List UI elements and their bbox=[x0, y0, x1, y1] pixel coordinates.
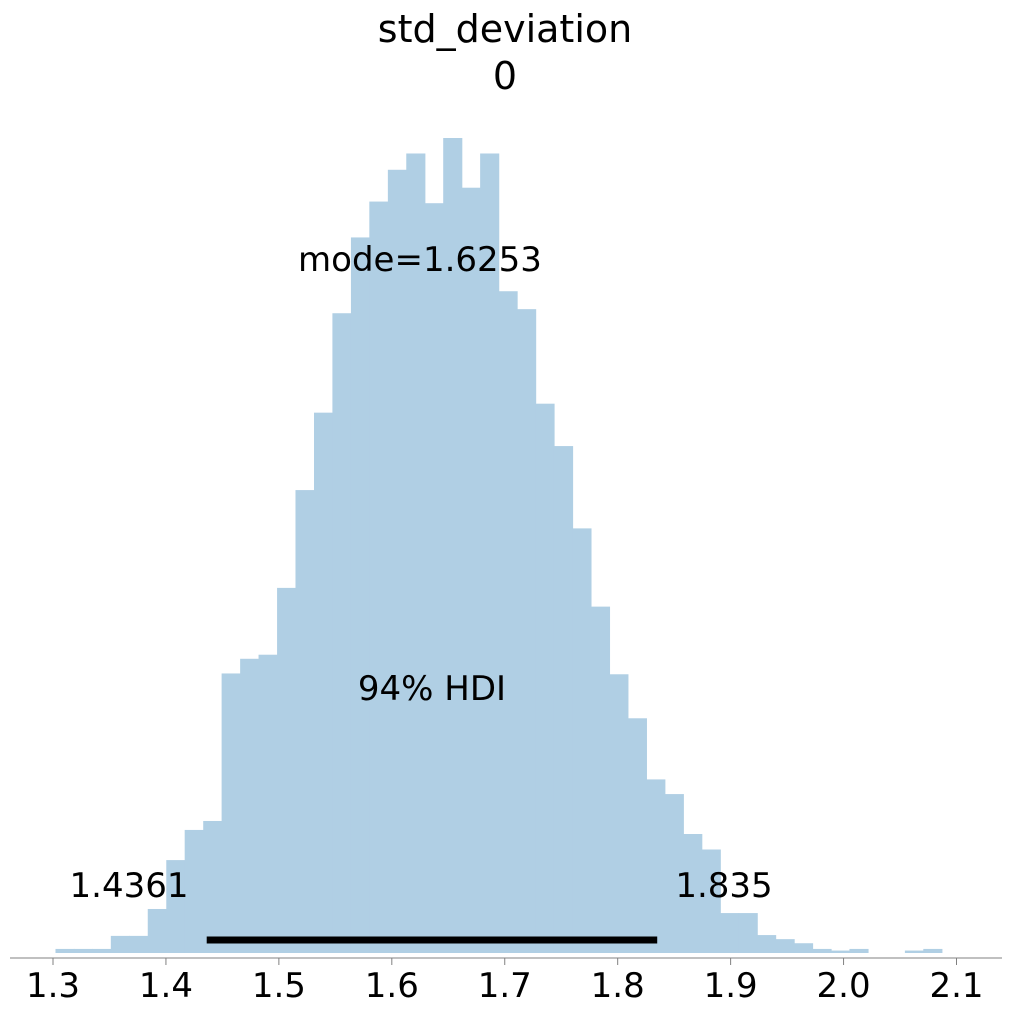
histogram-bar bbox=[240, 658, 260, 953]
histogram-bar bbox=[720, 913, 740, 953]
histogram-bar bbox=[184, 829, 204, 953]
histogram-bar bbox=[277, 587, 297, 953]
mode-label: mode=1.6253 bbox=[298, 240, 542, 280]
histogram-bar bbox=[664, 794, 684, 953]
x-tick-label: 1.7 bbox=[478, 966, 532, 1006]
x-tick-label: 2.1 bbox=[929, 966, 983, 1006]
histogram-bar bbox=[313, 412, 334, 953]
chart-subtitle: 0 bbox=[493, 54, 517, 98]
x-tick-label: 1.8 bbox=[591, 966, 645, 1006]
histogram-bar bbox=[147, 908, 167, 953]
histogram-bar bbox=[203, 820, 223, 953]
x-axis-ticks: 1.3 1.4 1.5 1.6 1.7 1.8 1.9 2.0 2.1 bbox=[26, 958, 984, 1006]
histogram-bar bbox=[129, 935, 149, 953]
histogram-bar bbox=[369, 201, 389, 953]
histogram-bar bbox=[775, 939, 795, 953]
histogram-bar bbox=[443, 138, 463, 953]
histogram-bar bbox=[480, 153, 500, 954]
histogram-bar bbox=[332, 313, 352, 954]
histogram-bar bbox=[609, 674, 629, 953]
histogram-bar bbox=[627, 718, 647, 953]
x-tick-label: 1.9 bbox=[704, 966, 758, 1006]
x-tick-label: 1.6 bbox=[365, 966, 419, 1006]
histogram-bar bbox=[738, 913, 758, 953]
histogram-bar bbox=[258, 654, 278, 953]
histogram-bar bbox=[590, 606, 611, 953]
histogram-bar bbox=[812, 948, 832, 953]
hdi-low-label: 1.4361 bbox=[70, 866, 189, 906]
histogram-bar bbox=[110, 935, 130, 953]
histogram-bar bbox=[166, 860, 186, 953]
histogram-bar bbox=[701, 849, 721, 953]
x-tick-label: 2.0 bbox=[817, 966, 871, 1006]
histogram-bar bbox=[424, 203, 444, 953]
histogram-bar bbox=[221, 673, 241, 953]
hdi-label: 94% HDI bbox=[358, 669, 506, 709]
histogram-bar bbox=[461, 187, 481, 954]
histogram-bar bbox=[757, 935, 777, 953]
histogram-bar bbox=[904, 950, 924, 953]
histogram-bar bbox=[553, 446, 574, 953]
histogram-bar bbox=[683, 834, 703, 953]
histogram-bar bbox=[406, 153, 426, 954]
histogram-bar bbox=[498, 291, 518, 954]
chart-title: std_deviation bbox=[378, 7, 632, 51]
histogram-bar bbox=[55, 948, 75, 953]
histogram-bar bbox=[923, 948, 943, 953]
histogram-bar bbox=[849, 948, 869, 953]
x-tick-label: 1.4 bbox=[139, 966, 193, 1006]
histogram-bar bbox=[517, 309, 537, 953]
histogram-bar bbox=[572, 528, 592, 953]
histogram-bar bbox=[387, 169, 407, 953]
histogram-bar bbox=[794, 943, 814, 953]
x-tick-label: 1.5 bbox=[252, 966, 306, 1006]
histogram-bars bbox=[55, 138, 943, 954]
histogram-bar bbox=[92, 948, 112, 953]
x-tick-label: 1.3 bbox=[26, 966, 80, 1006]
histogram-bar bbox=[350, 237, 370, 953]
histogram-bar bbox=[295, 490, 315, 953]
histogram-bar bbox=[831, 950, 851, 953]
histogram-bar bbox=[73, 948, 94, 953]
histogram-bar bbox=[646, 779, 666, 953]
histogram-bar bbox=[535, 403, 555, 953]
hdi-high-label: 1.835 bbox=[675, 866, 772, 906]
